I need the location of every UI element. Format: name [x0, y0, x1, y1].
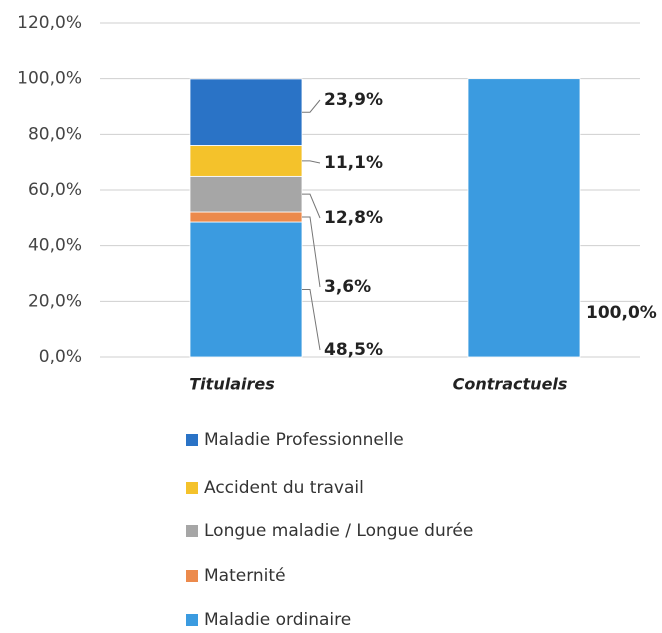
- bar-segment: [189, 145, 303, 177]
- y-tick-label: 0,0%: [39, 347, 82, 367]
- value-label: 100,0%: [586, 303, 657, 323]
- leader-line: [302, 99, 321, 113]
- value-label: 12,8%: [324, 208, 383, 228]
- legend-swatch: [186, 482, 198, 494]
- legend-swatch: [186, 614, 198, 626]
- bar-segment: [467, 78, 581, 358]
- y-tick-label: 40,0%: [28, 236, 82, 256]
- legend-label: Maternité: [204, 566, 286, 586]
- y-tick-label: 100,0%: [17, 69, 82, 89]
- leader-line: [302, 289, 321, 351]
- legend-swatch: [186, 525, 198, 537]
- y-tick-label: 120,0%: [17, 13, 82, 33]
- legend-label: Accident du travail: [204, 478, 364, 498]
- y-tick-label: 20,0%: [28, 291, 82, 311]
- x-tick-label: Titulaires: [189, 375, 274, 394]
- legend-label: Maladie Professionnelle: [204, 430, 404, 450]
- y-tick-label: 80,0%: [28, 124, 82, 144]
- leader-line: [302, 193, 321, 219]
- leader-line: [302, 216, 321, 288]
- value-label: 11,1%: [324, 153, 383, 173]
- bar-segment: [189, 175, 303, 213]
- value-label: 3,6%: [324, 277, 371, 297]
- legend-swatch: [186, 570, 198, 582]
- bar-segment: [189, 221, 303, 358]
- leader-line: [302, 160, 321, 164]
- y-tick-label: 60,0%: [28, 180, 82, 200]
- legend-label: Longue maladie / Longue durée: [204, 521, 473, 541]
- legend-label: Maladie ordinaire: [204, 610, 351, 630]
- value-label: 23,9%: [324, 90, 383, 110]
- x-tick-label: Contractuels: [453, 375, 568, 394]
- bar-segment: [189, 211, 303, 223]
- legend-swatch: [186, 434, 198, 446]
- value-label: 48,5%: [324, 340, 383, 360]
- bar-segment: [189, 78, 303, 146]
